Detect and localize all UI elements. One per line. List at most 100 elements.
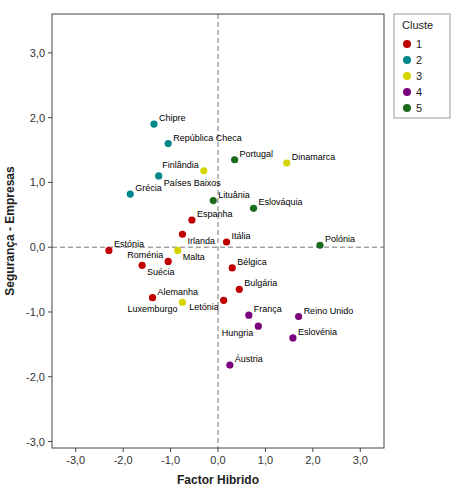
plot-area	[52, 14, 384, 448]
legend-swatch	[403, 40, 411, 48]
scatter-point	[316, 242, 323, 249]
point-label: Irlanda	[187, 236, 215, 246]
point-label: Luxemburgo	[127, 304, 177, 314]
point-labels: Espanha Irlanda Itália Estónia Suécia Roménia…	[114, 113, 355, 364]
scatter-point	[165, 258, 172, 265]
scatter-point	[283, 159, 290, 166]
legend-box	[394, 14, 450, 118]
legend: Cluste 1 2 3 4 5	[394, 14, 450, 118]
y-tick	[48, 376, 52, 377]
x-tick	[170, 448, 171, 452]
point-label: República Checa	[173, 133, 242, 143]
point-label: Países Baixos	[164, 178, 222, 188]
point-label: Bélgica	[237, 257, 267, 267]
scatter-point	[223, 238, 230, 245]
x-tick	[312, 448, 313, 452]
y-tick-label: 3,0	[30, 47, 45, 59]
point-label: Espanha	[197, 209, 233, 219]
scatter-point	[165, 140, 172, 147]
y-tick-label: -2,0	[26, 371, 45, 383]
y-tick	[48, 441, 52, 442]
scatter-point	[150, 121, 157, 128]
y-tick	[48, 117, 52, 118]
legend-swatch	[403, 88, 411, 96]
x-tick-label: -1,0	[161, 454, 180, 466]
y-tick	[48, 311, 52, 312]
legend-label: 2	[416, 54, 422, 66]
point-label: Alemanha	[158, 287, 199, 297]
y-tick-label: 1,0	[30, 176, 45, 188]
scatter-point	[250, 205, 257, 212]
y-tick	[48, 52, 52, 53]
point-label: Polónia	[325, 234, 355, 244]
scatter-point	[289, 334, 296, 341]
point-label: Chipre	[159, 113, 186, 123]
point-label: Eslováquia	[259, 197, 303, 207]
scatter-point	[231, 156, 238, 163]
scatter-point	[245, 312, 252, 319]
legend-label: 5	[416, 102, 422, 114]
scatter-point	[179, 299, 186, 306]
x-tick-label: 2,0	[305, 454, 320, 466]
y-tick	[48, 247, 52, 248]
y-axis-label: Segurança - Empresas	[3, 166, 17, 296]
x-tick	[265, 448, 266, 452]
scatter-point	[188, 216, 195, 223]
y-tick-label: -3,0	[26, 436, 45, 448]
legend-swatch	[403, 72, 411, 80]
legend-swatch	[403, 104, 411, 112]
scatter-point	[105, 247, 112, 254]
scatter-point	[236, 286, 243, 293]
scatter-point	[220, 297, 227, 304]
point-label: Lituânia	[218, 190, 250, 200]
y-tick-label: 2,0	[30, 112, 45, 124]
x-tick-label: 3,0	[353, 454, 368, 466]
x-axis-label: Factor Hibrido	[177, 473, 259, 487]
point-label: Finlândia	[162, 160, 199, 170]
x-tick-label: 0,0	[210, 454, 225, 466]
scatter-point	[200, 167, 207, 174]
point-label: Itália	[232, 231, 251, 241]
x-tick	[123, 448, 124, 452]
scatter-point	[255, 323, 262, 330]
legend-title: Cluste	[402, 19, 433, 31]
x-tick-label: -2,0	[114, 454, 133, 466]
point-label: Reino Unido	[304, 306, 354, 316]
legend-label: 1	[416, 38, 422, 50]
scatter-point	[179, 231, 186, 238]
legend-label: 4	[416, 86, 422, 98]
scatter-point	[127, 190, 134, 197]
scatter-point	[155, 172, 162, 179]
point-label: Roménia	[127, 250, 163, 260]
point-label: Hungria	[222, 328, 254, 338]
scatter-point	[229, 264, 236, 271]
point-label: Malta	[183, 252, 205, 262]
x-tick-label: -3,0	[66, 454, 85, 466]
point-label: Dinamarca	[292, 152, 336, 162]
origin-line	[218, 14, 219, 448]
scatter-point	[149, 294, 156, 301]
legend-label: 3	[416, 70, 422, 82]
legend-swatch	[403, 56, 411, 64]
y-tick	[48, 182, 52, 183]
point-label: Suécia	[147, 267, 175, 277]
point-label: França	[254, 304, 282, 314]
scatter-point	[174, 247, 181, 254]
plot-frame	[52, 14, 384, 448]
point-label: Áustria	[235, 354, 263, 364]
point-label: Bulgária	[244, 278, 277, 288]
x-tick	[218, 448, 219, 452]
x-tick	[75, 448, 76, 452]
y-tick-label: 0,0	[30, 241, 45, 253]
point-label: Letónia	[189, 302, 219, 312]
x-tick-label: 1,0	[258, 454, 273, 466]
origin-line	[52, 247, 384, 248]
point-label: Estónia	[114, 239, 144, 249]
x-tick	[360, 448, 361, 452]
point-label: Portugal	[240, 149, 274, 159]
point-label: Grécia	[135, 183, 162, 193]
scatter-point	[139, 262, 146, 269]
scatter-point	[210, 197, 217, 204]
y-tick-label: -1,0	[26, 306, 45, 318]
scatter-point	[295, 313, 302, 320]
